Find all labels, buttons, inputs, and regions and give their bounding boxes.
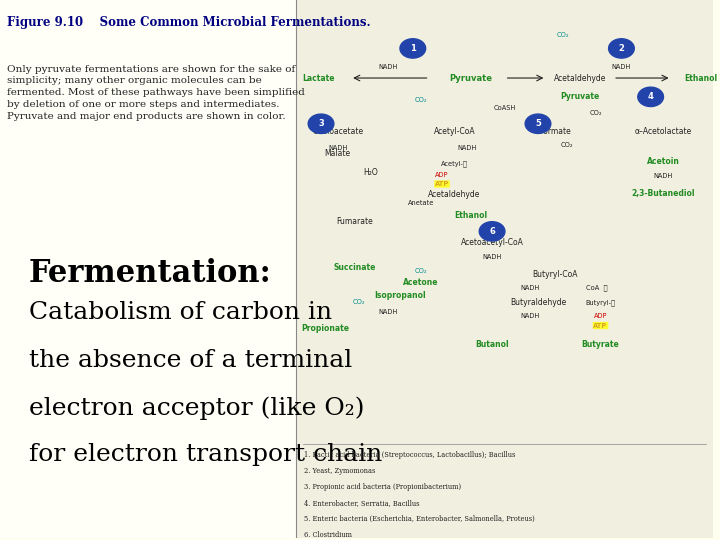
Text: Butyraldehyde: Butyraldehyde <box>510 298 566 307</box>
Text: Figure 9.10    Some Common Microbial Fermentations.: Figure 9.10 Some Common Microbial Fermen… <box>7 16 371 29</box>
Text: 2. Yeast, Zymomonas: 2. Yeast, Zymomonas <box>305 467 376 475</box>
Text: 4. Enterobacter, Serratia, Bacillus: 4. Enterobacter, Serratia, Bacillus <box>305 499 420 507</box>
Text: Oxaloacetate: Oxaloacetate <box>312 127 364 136</box>
Circle shape <box>308 114 334 133</box>
Text: 6. Clostridium: 6. Clostridium <box>305 531 352 539</box>
Text: Formate: Formate <box>539 127 570 136</box>
Text: 1: 1 <box>410 44 415 53</box>
Text: Malate: Malate <box>325 149 351 158</box>
Text: ATP: ATP <box>593 322 608 328</box>
Text: Lactate: Lactate <box>302 73 336 83</box>
Text: 1. Lactic acid bacteria (Streptococcus, Lactobacillus); Bacillus: 1. Lactic acid bacteria (Streptococcus, … <box>305 451 516 458</box>
Text: 2: 2 <box>618 44 624 53</box>
Text: 4: 4 <box>648 92 654 102</box>
Text: Butyryl-Ⓟ: Butyryl-Ⓟ <box>585 299 616 306</box>
Text: NADH: NADH <box>520 313 539 319</box>
Circle shape <box>480 222 505 241</box>
Text: Butyryl-CoA: Butyryl-CoA <box>532 270 577 279</box>
Text: Butanol: Butanol <box>475 340 509 349</box>
Text: H₂O: H₂O <box>364 168 379 177</box>
Text: Acetone: Acetone <box>403 278 439 287</box>
Text: Acetyl-Ⓟ: Acetyl-Ⓟ <box>441 161 468 167</box>
Text: ATP: ATP <box>435 181 449 187</box>
Text: Acetaldehyde: Acetaldehyde <box>554 73 606 83</box>
Text: Pyruvate: Pyruvate <box>450 73 492 83</box>
Text: CO₂: CO₂ <box>590 110 603 116</box>
Text: 2,3-Butanediol: 2,3-Butanediol <box>631 189 695 198</box>
Text: electron acceptor (like O₂): electron acceptor (like O₂) <box>29 396 364 420</box>
Text: CO₂: CO₂ <box>557 32 570 38</box>
Circle shape <box>638 87 664 106</box>
FancyBboxPatch shape <box>0 0 296 538</box>
Text: Ethanol: Ethanol <box>684 73 717 83</box>
Text: for electron transport chain: for electron transport chain <box>29 443 382 467</box>
Text: Isopropanol: Isopropanol <box>374 292 426 300</box>
Circle shape <box>608 39 634 58</box>
Text: CO₂: CO₂ <box>352 299 365 306</box>
Text: Ethanol: Ethanol <box>454 211 487 220</box>
Text: Butyrate: Butyrate <box>582 340 619 349</box>
Text: Catabolism of carbon in: Catabolism of carbon in <box>29 301 332 325</box>
Text: CoA  Ⓟ: CoA Ⓟ <box>585 285 607 291</box>
Text: CoASH: CoASH <box>493 105 516 111</box>
Text: Anetate: Anetate <box>408 200 434 206</box>
Text: α–Acetolactate: α–Acetolactate <box>634 127 692 136</box>
Text: 3. Propionic acid bacteria (Propionibacterium): 3. Propionic acid bacteria (Propionibact… <box>305 483 462 491</box>
Text: the absence of a terminal: the absence of a terminal <box>29 349 352 372</box>
Text: CO₂: CO₂ <box>561 142 574 149</box>
Text: CO₂: CO₂ <box>415 268 428 274</box>
Text: NADH: NADH <box>378 64 397 70</box>
Text: NADH: NADH <box>654 173 672 179</box>
Text: Acetyl-CoA: Acetyl-CoA <box>433 127 475 136</box>
Text: Fumarate: Fumarate <box>336 217 373 226</box>
Text: Acetaldehyde: Acetaldehyde <box>428 190 481 199</box>
Text: ADP: ADP <box>436 172 449 178</box>
Text: Propionate: Propionate <box>301 323 349 333</box>
Text: NADH: NADH <box>482 254 502 260</box>
Text: 5: 5 <box>535 119 541 129</box>
Text: Acetoacetyl-CoA: Acetoacetyl-CoA <box>461 238 523 247</box>
Text: NADH: NADH <box>520 285 539 291</box>
Text: Fermentation:: Fermentation: <box>29 258 271 289</box>
FancyBboxPatch shape <box>296 0 714 538</box>
Text: Succinate: Succinate <box>333 264 376 273</box>
Text: CO₂: CO₂ <box>415 97 428 103</box>
Circle shape <box>400 39 426 58</box>
Text: 5. Enteric bacteria (Escherichia, Enterobacter, Salmonella, Proteus): 5. Enteric bacteria (Escherichia, Entero… <box>305 515 535 523</box>
Text: 6: 6 <box>489 227 495 236</box>
Text: 3: 3 <box>318 119 324 129</box>
Text: NADH: NADH <box>328 145 347 151</box>
Text: Pyruvate: Pyruvate <box>560 92 599 102</box>
Text: Acetoin: Acetoin <box>647 157 680 166</box>
Text: NADH: NADH <box>457 145 477 151</box>
Circle shape <box>525 114 551 133</box>
Text: Only pyruvate fermentations are shown for the sake of
simplicity; many other org: Only pyruvate fermentations are shown fo… <box>7 65 305 121</box>
Text: NADH: NADH <box>378 309 397 315</box>
Text: ADP: ADP <box>594 313 608 319</box>
Text: NADH: NADH <box>612 64 631 70</box>
